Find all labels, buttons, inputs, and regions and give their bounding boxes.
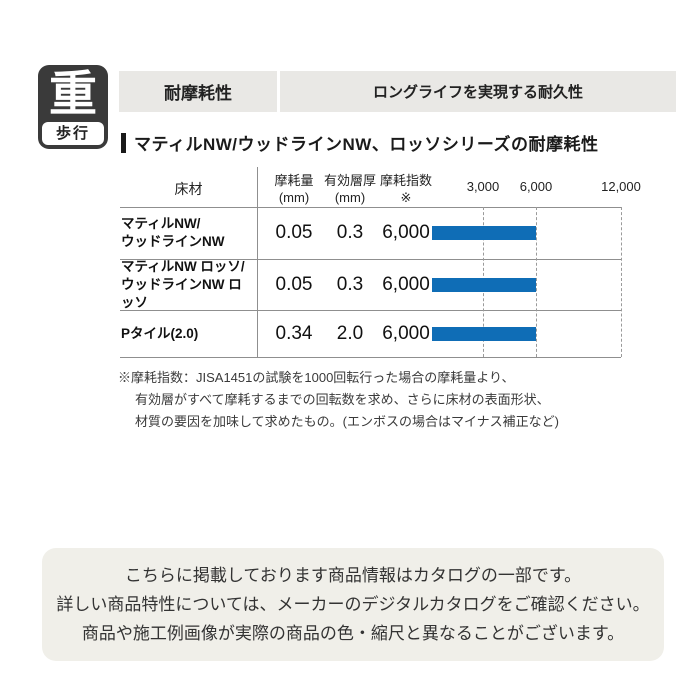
row-wear-value: 0.34	[275, 322, 313, 344]
row-wear-value: 0.05	[275, 273, 313, 295]
section-header-band: 耐摩耗性 ロングライフを実現する耐久性	[119, 71, 676, 112]
row-index-value: 6,000	[382, 322, 430, 344]
column-header-index: 摩耗指数 ※	[379, 173, 432, 205]
table-row: Pタイル(2.0) 0.34 2.0 6,000	[120, 310, 622, 357]
column-header-material: 床材	[174, 181, 203, 197]
header-right-label: ロングライフを実現する耐久性	[372, 84, 583, 101]
catalog-notice-box: こちらに掲載しております商品情報はカタログの一部です。 詳しい商品特性については…	[42, 548, 664, 661]
heavy-walk-icon: 重 歩行	[38, 65, 108, 149]
grid-line-12000	[621, 207, 622, 357]
section-title: マティルNW/ウッドラインNW、ロッソシリーズの耐摩耗性	[121, 130, 599, 155]
header-left-label: 耐摩耗性	[164, 84, 232, 103]
chart-bar	[432, 226, 536, 240]
heavy-kanji-icon: 重	[48, 68, 97, 121]
column-header-layer: 有効層厚 (mm)	[323, 173, 376, 205]
column-header-wear: 摩耗量 (mm)	[274, 173, 314, 205]
table-line	[120, 310, 621, 311]
chart-bar	[432, 277, 536, 292]
table-line	[120, 207, 621, 208]
row-layer-value: 0.3	[336, 273, 364, 295]
walk-label: 歩行	[42, 122, 104, 145]
row-material-name: Pタイル(2.0)	[121, 325, 199, 341]
section-title-text: マティルNW/ウッドラインNW、ロッソシリーズの耐摩耗性	[134, 135, 599, 154]
grid-line-6000	[536, 207, 537, 357]
row-index-value: 6,000	[382, 222, 430, 243]
axis-tick-6000: 6,000	[519, 179, 553, 194]
row-layer-value: 0.3	[336, 222, 364, 243]
table-row: マティルNW/ ウッドラインNW 0.05 0.3 6,000	[120, 207, 622, 259]
table-row: マティルNW ロッソ/ ウッドラインNW ロッソ 0.05 0.3 6,000	[120, 259, 622, 310]
notice-line: 商品や施工例画像が実際の商品の色・縮尺と異なることがございます。	[81, 624, 625, 643]
table-line	[120, 259, 621, 260]
row-index-value: 6,000	[382, 273, 430, 295]
abrasion-index-footnote: ※摩耗指数：JISA1451の試験を1000回転行った場合の摩耗量より、 有効層…	[118, 370, 560, 429]
header-divider	[277, 71, 280, 112]
chart-bar	[432, 326, 536, 341]
row-layer-value: 2.0	[336, 322, 364, 344]
table-vertical-divider	[257, 167, 258, 357]
notice-line: こちらに掲載しております商品情報はカタログの一部です。	[124, 566, 582, 585]
row-wear-value: 0.05	[275, 222, 313, 243]
row-material-name: マティルNW ロッソ/ ウッドラインNW ロッソ	[121, 258, 245, 310]
axis-tick-3000: 3,000	[466, 179, 500, 194]
title-marker-bar	[121, 132, 126, 153]
row-material-name: マティルNW/ ウッドラインNW	[121, 216, 225, 249]
notice-line: 詳しい商品特性については、メーカーのデジタルカタログをご確認ください。	[56, 595, 650, 614]
axis-tick-12000: 12,000	[601, 179, 641, 194]
table-line	[120, 357, 621, 358]
